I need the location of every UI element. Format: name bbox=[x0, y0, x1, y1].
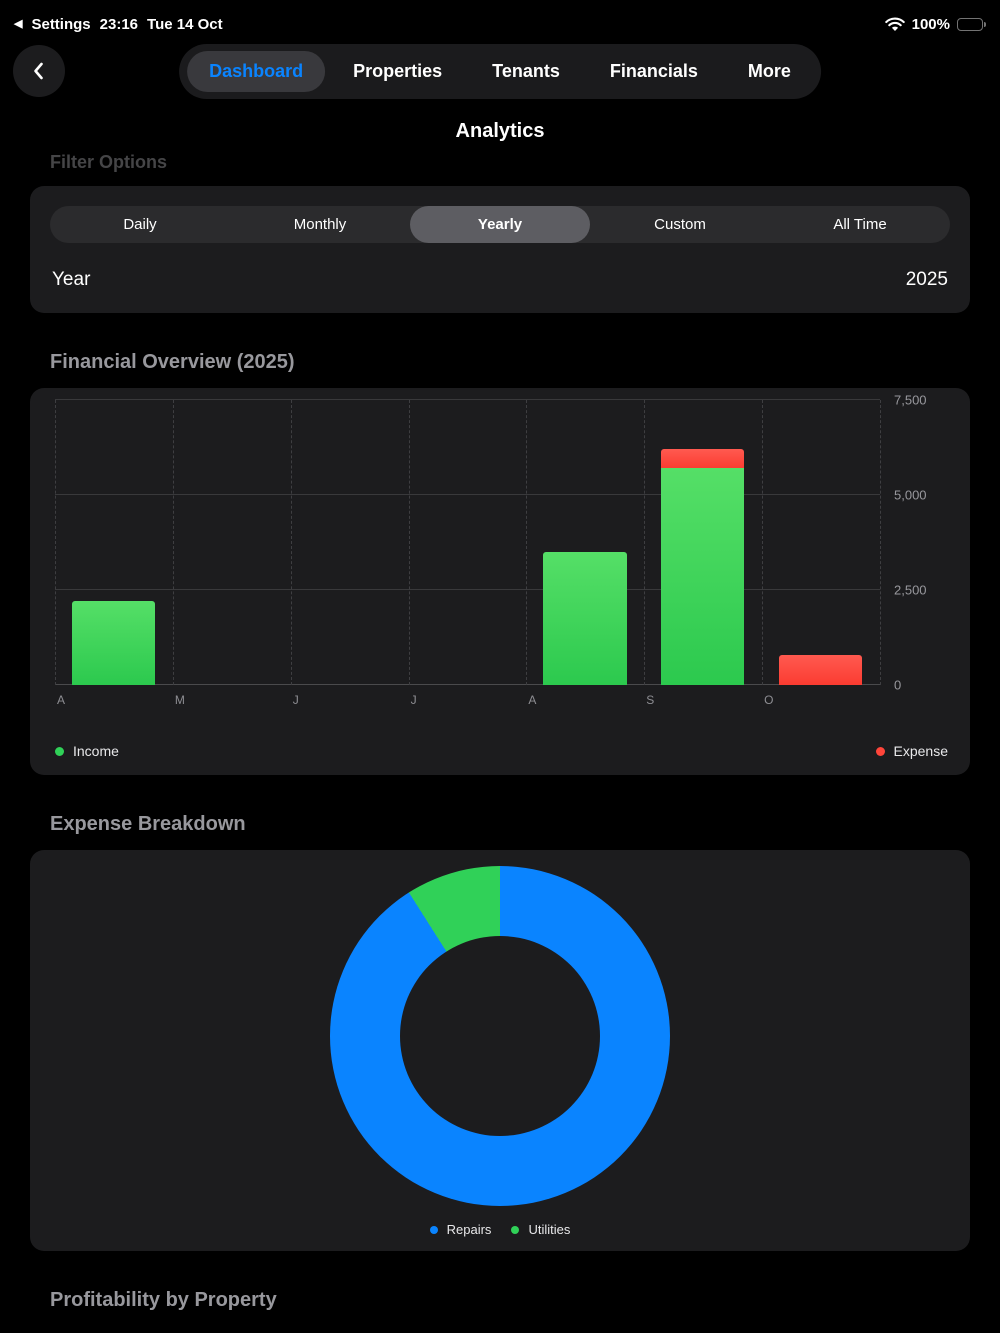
v-gridline bbox=[172, 400, 174, 685]
status-bar: ◀ Settings 23:16 Tue 14 Oct 100% bbox=[0, 0, 1000, 40]
battery-icon bbox=[957, 17, 986, 31]
donut-chart bbox=[330, 866, 670, 1206]
x-tick-label: J bbox=[292, 693, 299, 707]
expense-dot-icon bbox=[875, 746, 885, 756]
y-tick-label: 2,500 bbox=[894, 582, 927, 598]
battery-percent: 100% bbox=[911, 15, 950, 33]
chevron-left-icon bbox=[34, 62, 43, 80]
v-gridline bbox=[880, 400, 881, 685]
page-title: Analytics bbox=[455, 120, 545, 142]
back-button[interactable] bbox=[13, 45, 65, 97]
status-bar-right: 100% bbox=[884, 15, 986, 33]
year-picker-row[interactable]: Year 2025 bbox=[50, 269, 950, 293]
segment-custom[interactable]: Custom bbox=[654, 216, 706, 233]
financial-overview-chart-card: 0 2,500 5,000 7,500 A M J J A S O Income Expense bbox=[30, 388, 970, 775]
bar-segment-income bbox=[660, 468, 745, 685]
legend-utilities: Utilities bbox=[511, 1222, 570, 1237]
nav-row: Dashboard Properties Tenants Financials … bbox=[0, 44, 1000, 102]
legend-repairs: Repairs bbox=[429, 1222, 492, 1237]
x-tick-label: A bbox=[528, 693, 537, 707]
year-value[interactable]: 2025 bbox=[905, 269, 948, 290]
donut-hole bbox=[400, 936, 600, 1136]
expense-breakdown-chart-card: Repairs Utilities bbox=[30, 850, 970, 1251]
bar-segment-income bbox=[542, 552, 627, 685]
utilities-dot-icon bbox=[511, 1225, 520, 1234]
bar-chart-plot: 0 2,500 5,000 7,500 bbox=[55, 393, 927, 693]
expense-breakdown-header: Expense Breakdown bbox=[50, 813, 246, 835]
tab-financials[interactable]: Financials bbox=[609, 61, 698, 81]
top-nav-tabs: Dashboard Properties Tenants Financials … bbox=[179, 44, 821, 99]
v-gridline bbox=[762, 400, 764, 685]
tab-tenants[interactable]: Tenants bbox=[492, 61, 560, 81]
segment-daily[interactable]: Daily bbox=[123, 216, 157, 233]
h-gridline bbox=[55, 399, 880, 400]
donut-legend: Repairs Utilities bbox=[429, 1222, 570, 1237]
income-dot-icon bbox=[55, 746, 64, 756]
x-tick-label: O bbox=[764, 693, 774, 707]
legend-expense: Expense bbox=[875, 743, 948, 759]
x-tick-label: A bbox=[57, 693, 66, 707]
wifi-icon bbox=[884, 17, 905, 32]
status-time: 23:16 bbox=[99, 15, 139, 33]
legend-utilities-label: Utilities bbox=[528, 1222, 571, 1237]
bar-segment-expense bbox=[778, 654, 863, 685]
y-tick-label: 0 bbox=[894, 677, 902, 693]
x-tick-label: S bbox=[646, 693, 655, 707]
tab-more[interactable]: More bbox=[747, 61, 791, 81]
v-gridline bbox=[290, 400, 292, 685]
filter-options-label: Filter Options bbox=[50, 152, 167, 172]
v-gridline bbox=[644, 400, 646, 685]
segment-all-time[interactable]: All Time bbox=[833, 216, 887, 233]
bar-segment-income bbox=[71, 601, 156, 685]
legend-income-label: Income bbox=[73, 743, 119, 759]
status-date: Tue 14 Oct bbox=[147, 15, 223, 33]
tab-properties[interactable]: Properties bbox=[353, 61, 443, 81]
v-gridline bbox=[526, 400, 528, 685]
segment-yearly[interactable]: Yearly bbox=[410, 206, 590, 243]
v-gridline bbox=[408, 400, 410, 685]
y-tick-label: 7,500 bbox=[894, 392, 927, 408]
financial-overview-header: Financial Overview (2025) bbox=[50, 351, 295, 373]
bar-segment-expense bbox=[660, 449, 745, 469]
status-bar-left: ◀ Settings 23:16 Tue 14 Oct bbox=[14, 16, 223, 33]
back-to-app-label[interactable]: Settings bbox=[31, 15, 91, 33]
x-tick-label: M bbox=[174, 693, 185, 707]
legend-income: Income bbox=[55, 743, 119, 759]
filter-card: Daily Monthly Yearly Custom All Time Yea… bbox=[30, 186, 970, 313]
tab-dashboard[interactable]: Dashboard bbox=[187, 51, 326, 92]
h-gridline bbox=[55, 494, 880, 495]
back-to-app-icon[interactable]: ◀ bbox=[14, 17, 23, 30]
y-tick-label: 5,000 bbox=[894, 487, 927, 503]
time-range-segmented-control: Daily Monthly Yearly Custom All Time bbox=[50, 206, 950, 243]
x-tick-label: J bbox=[410, 693, 417, 707]
bar-chart-legend: Income Expense bbox=[55, 743, 948, 759]
year-label: Year bbox=[52, 269, 91, 290]
h-gridline bbox=[55, 684, 880, 685]
profitability-header: Profitability by Property bbox=[50, 1289, 277, 1311]
repairs-dot-icon bbox=[429, 1225, 438, 1234]
h-gridline bbox=[55, 589, 880, 590]
legend-repairs-label: Repairs bbox=[446, 1222, 492, 1237]
segment-monthly[interactable]: Monthly bbox=[293, 216, 347, 233]
legend-expense-label: Expense bbox=[893, 743, 948, 759]
v-gridline bbox=[55, 400, 56, 685]
